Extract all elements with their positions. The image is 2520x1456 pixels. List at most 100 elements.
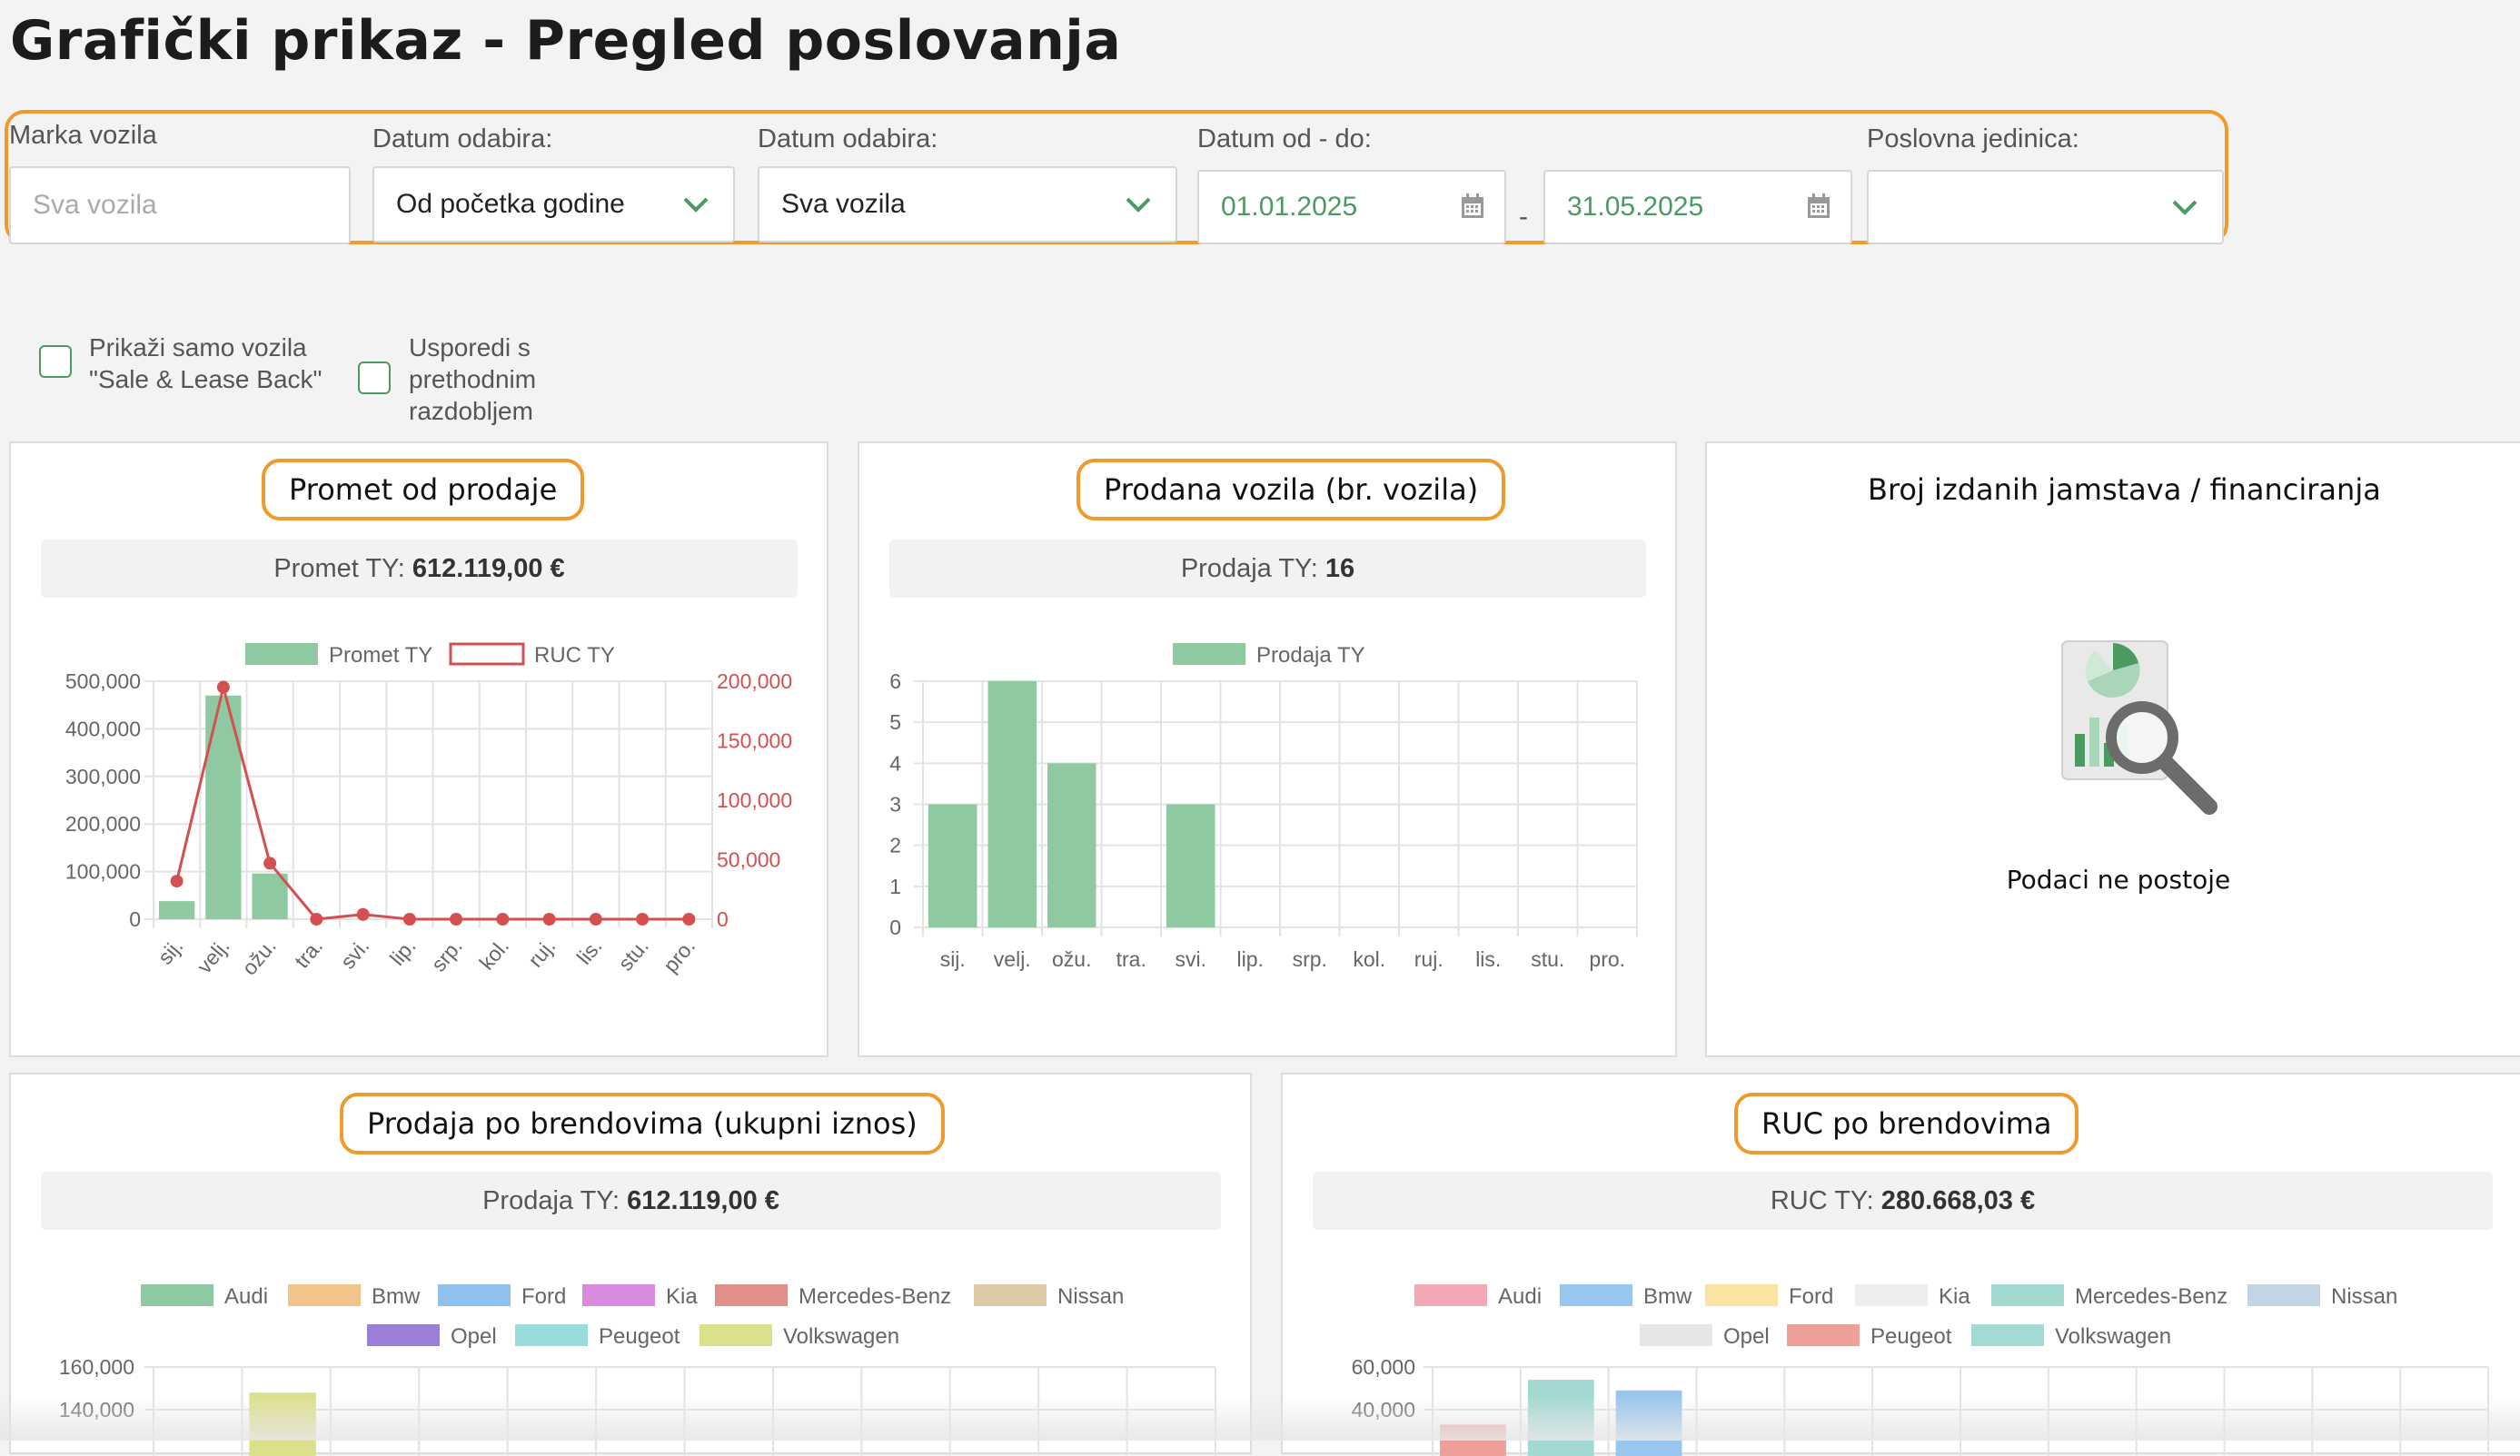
point-ruc: [496, 913, 510, 926]
point-ruc: [356, 907, 370, 921]
calendar-icon: [1462, 193, 1483, 218]
x-tick-label: kol.: [474, 935, 513, 975]
ruc-brendovi-card-title: RUC po brendovima: [1734, 1093, 2079, 1154]
y-tick-label-left: 200,000: [65, 812, 141, 836]
date-from-value: 01.01.2025: [1221, 192, 1358, 222]
y-tick-label-left: 400,000: [65, 717, 141, 740]
prodana-summary: Prodaja TY: 16: [889, 540, 1646, 598]
date-choice-2-select[interactable]: Sva vozila: [758, 166, 1177, 243]
y-tick-label: 5: [889, 710, 901, 734]
legend-label-ford: Ford: [1789, 1284, 1833, 1309]
legend-label-nissan: Nissan: [2331, 1284, 2397, 1309]
x-tick-label: svi.: [1176, 947, 1207, 971]
legend-swatch-peugeot: [515, 1324, 588, 1346]
sale-lease-back-label-line: "Sale & Lease Back": [89, 365, 322, 393]
legend-label-ruc: RUC TY: [534, 643, 615, 668]
chevron-down-icon: [1126, 197, 1151, 213]
promet-card-title: Promet od prodaje: [262, 459, 585, 520]
legend-label-volkswagen: Volkswagen: [2055, 1324, 2171, 1349]
bar-prodaja: [928, 804, 977, 927]
y-tick-label: 3: [889, 793, 901, 817]
filter-panel: [5, 110, 2228, 244]
legend-label-opel: Opel: [1723, 1324, 1770, 1349]
x-tick-label: lis.: [1475, 947, 1501, 971]
promet-summary-label: Promet TY:: [273, 554, 412, 583]
x-tick-label: kol.: [1353, 947, 1385, 971]
y-tick-label-left: 300,000: [65, 765, 141, 788]
brand-placeholder: Sva vozila: [33, 190, 157, 220]
x-tick-label: sij.: [153, 935, 187, 969]
date-to-value: 31.05.2025: [1567, 192, 1704, 222]
x-tick-label: velj.: [994, 947, 1031, 971]
prodana-chart: Prodaja TY 6 5 4 3 2 1 0 sij. velj. ožu. tra. svi. li…: [889, 643, 1638, 971]
x-tick-label: lip.: [1237, 947, 1264, 971]
calendar-icon: [1808, 193, 1830, 218]
ruc-brendovi-summary-value: 280.668,03 €: [1880, 1186, 2036, 1215]
x-tick-label: pro.: [659, 935, 699, 977]
ruc-brendovi-summary-label: RUC TY:: [1770, 1186, 1881, 1215]
bar-prodaja: [1166, 804, 1215, 927]
promet-summary-value: 612.119,00 €: [412, 554, 565, 583]
line-ruc: [175, 687, 690, 921]
x-tick-label: lip.: [385, 935, 421, 970]
legend-swatch-kia: [1855, 1284, 1928, 1306]
jamstva-card-title: Broj izdanih jamstava / financiranja: [1868, 472, 2381, 507]
prodana-summary-value: 16: [1324, 554, 1355, 583]
legend-label-bmw: Bmw: [372, 1284, 421, 1309]
legend-swatch-kia: [582, 1284, 655, 1306]
jamstva-card: Broj izdanih jamstava / financiranja Pod…: [1705, 441, 2520, 1057]
legend-swatch-nissan: [2247, 1284, 2320, 1306]
legend-swatch-ruc: [449, 642, 525, 666]
y-tick-label-left: 100,000: [65, 860, 141, 884]
date-to-input[interactable]: 31.05.2025: [1543, 170, 1852, 244]
y-tick-label: 0: [889, 916, 901, 939]
point-ruc: [170, 875, 184, 888]
y-tick-label: 160,000: [59, 1355, 134, 1379]
y-tick-label-right: 50,000: [717, 848, 780, 872]
prodana-card-title: Prodana vozila (br. vozila): [1076, 459, 1506, 520]
y-tick-label-right: 150,000: [717, 729, 792, 753]
prodana-summary-label: Prodaja TY:: [1180, 554, 1325, 583]
report-search-icon: [2061, 640, 2217, 815]
x-tick-label: srp.: [1293, 947, 1327, 971]
compare-previous-checkbox[interactable]: [358, 362, 391, 394]
brendovi-summary: Prodaja TY: 612.119,00 €: [41, 1172, 1221, 1230]
compare-previous-label: Usporedi s prethodnim razdobljem: [409, 332, 536, 427]
x-tick-label: srp.: [426, 935, 467, 976]
legend-swatch-audi: [141, 1284, 213, 1306]
promet-chart: Promet TY RUC TY 500,000 400,000 300,000 200,…: [65, 642, 792, 980]
point-ruc: [589, 913, 602, 926]
legend-label-mercedes-benz: Mercedes-Benz: [2075, 1284, 2227, 1309]
point-ruc: [682, 913, 696, 926]
date-choice-2-value: Sva vozila: [781, 189, 906, 219]
date-from-input[interactable]: 01.01.2025: [1197, 170, 1506, 244]
compare-previous-label-line: Usporedi s: [409, 333, 531, 362]
date-choice-1-select[interactable]: Od početka godine: [372, 166, 735, 243]
business-unit-select[interactable]: [1867, 170, 2224, 244]
legend-swatch-audi: [1414, 1284, 1487, 1306]
bar-promet: [159, 901, 195, 919]
legend-swatch-ford: [438, 1284, 511, 1306]
y-tick-label-right: 0: [717, 907, 729, 931]
point-ruc: [450, 913, 463, 926]
brand-input[interactable]: Sva vozila: [9, 166, 351, 244]
point-ruc: [402, 913, 416, 926]
legend-label-bmw: Bmw: [1643, 1284, 1692, 1309]
x-tick-label: stu.: [613, 935, 653, 976]
legend-label-audi: Audi: [224, 1284, 268, 1309]
brendovi-summary-value: 612.119,00 €: [627, 1186, 779, 1215]
sale-lease-back-checkbox[interactable]: [39, 345, 72, 378]
y-tick-label-left: 0: [129, 907, 141, 931]
legend-label-peugeot: Peugeot: [599, 1324, 680, 1349]
legend-label-audi: Audi: [1498, 1284, 1542, 1309]
date-choice-1-value: Od početka godine: [396, 189, 625, 219]
ruc-brendovi-summary: RUC TY: 280.668,03 €: [1313, 1172, 2493, 1230]
compare-previous-label-line: prethodnim: [409, 365, 537, 393]
legend-swatch-promet: [245, 643, 318, 665]
x-tick-label: tra.: [290, 935, 327, 973]
x-tick-label: tra.: [1116, 947, 1146, 971]
y-tick-label-right: 100,000: [717, 788, 792, 812]
y-tick-label: 6: [889, 669, 901, 693]
brand-label: Marka vozila: [9, 121, 157, 150]
point-ruc: [263, 857, 277, 870]
